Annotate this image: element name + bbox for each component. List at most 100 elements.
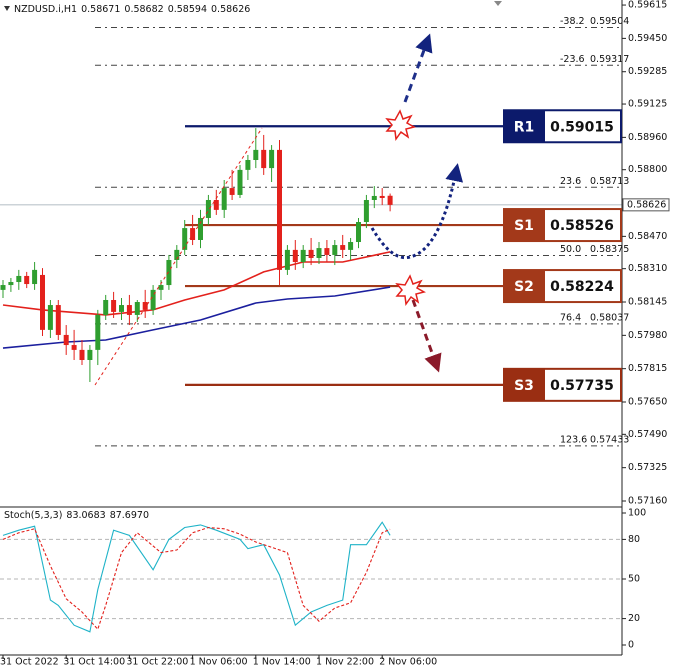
back-layer: -38.2 0.59504 -23.6 0.59317 23.6 0.58713 50.0 0…	[0, 16, 629, 620]
candle-body	[63, 334, 69, 346]
candle-body	[190, 228, 196, 240]
annotation-layer: NZDUSD.i,H1 0.58671 0.58682 0.58594 0.58626 …	[4, 1, 502, 521]
candle-body	[32, 269, 38, 285]
moving-average	[2, 286, 391, 349]
level-name: S2	[514, 279, 534, 295]
y-tick-label: 0.57815	[628, 363, 667, 374]
x-tick-label: 1 Nov 06:00	[190, 657, 248, 668]
chart-header: NZDUSD.i,H1 0.58671 0.58682 0.58594 0.58626	[14, 4, 250, 15]
candle-body	[300, 249, 306, 263]
burst-icon	[395, 274, 426, 306]
candle-body	[16, 275, 22, 283]
candle-body	[229, 188, 235, 195]
level-value-box	[545, 111, 620, 142]
header-low: 0.58594	[168, 4, 207, 15]
level-value-box	[545, 369, 620, 400]
candle-body	[332, 245, 338, 255]
y-tick-label: 0.58800	[628, 164, 667, 175]
candle-body	[40, 274, 45, 330]
fib-ratio: 23.6	[560, 176, 581, 187]
candle-body	[205, 199, 211, 218]
y-tick-label: 0.57160	[628, 496, 667, 507]
x-tick-label: 31 Oct 14:00	[63, 657, 125, 668]
level-value: 0.58224	[550, 279, 614, 295]
burst-icon	[385, 109, 416, 141]
stoch-title: Stoch(5,3,3)	[4, 510, 62, 521]
candle-body	[198, 217, 203, 240]
fib-ratio: 123.6	[560, 434, 587, 445]
fib-ratio: 76.4	[560, 312, 581, 323]
candle-body	[79, 349, 85, 360]
stoch-tick-label: 80	[628, 534, 640, 545]
y-tick-label: 0.57325	[628, 462, 667, 473]
stoch-tick-label: 50	[628, 574, 640, 585]
candle-body	[71, 345, 77, 350]
fib-price: 0.59504	[590, 16, 629, 27]
level-value: 0.57735	[550, 378, 614, 394]
level-name: S1	[514, 218, 534, 234]
y-tick-label: 0.59615	[628, 0, 667, 11]
candle-body	[142, 302, 148, 310]
fib-price: 0.58037	[590, 312, 629, 323]
y-tick-label: 0.59125	[628, 99, 667, 110]
x-tick-label: 1 Nov 14:00	[253, 657, 311, 668]
candle-body	[371, 195, 377, 200]
level-name: S3	[514, 378, 534, 394]
stoch-main-line	[2, 521, 391, 633]
fib-ratio: 50.0	[560, 244, 581, 255]
candle-body	[134, 302, 140, 315]
y-tick-label: 0.58470	[628, 231, 667, 242]
candle-body	[316, 248, 322, 258]
level-name: R1	[514, 119, 535, 135]
level-value: 0.59015	[550, 119, 614, 135]
symbol-icon	[4, 6, 10, 11]
stoch-main-readout: 83.0683	[66, 510, 105, 521]
candle-body	[8, 282, 14, 286]
current-price-tag	[622, 198, 670, 212]
level-value-box	[545, 210, 620, 241]
x-tick-label: 31 Oct 2022	[0, 657, 59, 668]
candle-body	[119, 305, 124, 312]
candle-body	[47, 305, 53, 330]
candle-body	[166, 259, 172, 286]
current-price-label: 0.58626	[627, 199, 666, 210]
candle-body	[174, 249, 180, 260]
candle-body	[340, 245, 346, 250]
candle-body	[150, 289, 156, 310]
x-tick-label: 31 Oct 22:00	[126, 657, 188, 668]
header-close: 0.58626	[211, 4, 250, 15]
fib-ratio: -38.2	[560, 16, 585, 27]
y-tick-label: 0.58310	[628, 263, 667, 274]
header-high: 0.58682	[124, 4, 163, 15]
candle-body	[387, 195, 393, 205]
y-tick-label: 0.57490	[628, 429, 667, 440]
candle-body	[324, 248, 330, 255]
candle-body	[55, 305, 61, 335]
stoch-signal-readout: 87.6970	[110, 510, 149, 521]
candle-body	[95, 314, 101, 350]
x-tick-label: 2 Nov 06:00	[379, 657, 437, 668]
candle-body	[221, 188, 227, 210]
y-tick-label: 0.58960	[628, 132, 667, 143]
candle-body	[245, 159, 251, 170]
candle-body	[277, 149, 282, 270]
level-value: 0.58526	[550, 218, 614, 234]
scenario-arrow-breakout	[403, 33, 433, 103]
y-tick-label: 0.57980	[628, 330, 667, 341]
header-open: 0.58671	[81, 4, 120, 15]
stoch-tick-label: 20	[628, 613, 640, 624]
stoch-tick-label: 0	[628, 640, 634, 651]
candle-body	[261, 149, 267, 169]
moving-average	[2, 251, 391, 316]
chart-title: NZDUSD.i,H1	[14, 4, 77, 15]
fib-price: 0.58713	[590, 176, 629, 187]
y-tick-label: 0.57650	[628, 397, 667, 408]
stoch-header: Stoch(5,3,3) 83.0683 87.6970	[4, 510, 149, 521]
candle-body	[348, 242, 354, 250]
candle-body	[379, 195, 385, 198]
fib-price: 0.58375	[590, 244, 629, 255]
candle-body	[158, 285, 164, 290]
fib-price: 0.57433	[590, 434, 629, 445]
